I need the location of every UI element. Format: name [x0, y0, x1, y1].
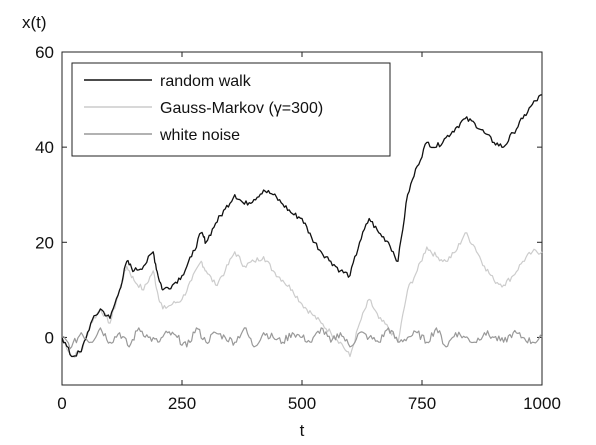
x-tick-label: 500: [288, 394, 316, 413]
x-tick-label: 1000: [523, 394, 561, 413]
series-line-gauss-markov-300: [61, 232, 543, 358]
legend-label-random-walk: random walk: [160, 73, 252, 90]
series-line-random-walk: [61, 94, 543, 358]
y-tick-label: 60: [35, 43, 54, 62]
legend: random walk Gauss-Markov (γ=300) white n…: [71, 62, 391, 157]
y-tick-label: 0: [45, 328, 54, 347]
y-tick-label: 40: [35, 138, 54, 157]
x-axis-label: t: [300, 421, 305, 440]
series-line-white-noise: [61, 327, 543, 350]
y-tick-label: 20: [35, 233, 54, 252]
x-tick-label: 0: [57, 394, 66, 413]
legend-label-gauss-markov: Gauss-Markov (γ=300): [160, 100, 323, 117]
legend-box: [71, 62, 391, 157]
legend-label-white-noise: white noise: [159, 127, 240, 144]
y-axis-label: x(t): [22, 13, 47, 32]
axis-ticks: 0 250 500 750 1000 0 20 40 60: [35, 43, 561, 413]
x-tick-label: 750: [408, 394, 436, 413]
series-layer: [61, 94, 543, 358]
x-tick-label: 250: [168, 394, 196, 413]
